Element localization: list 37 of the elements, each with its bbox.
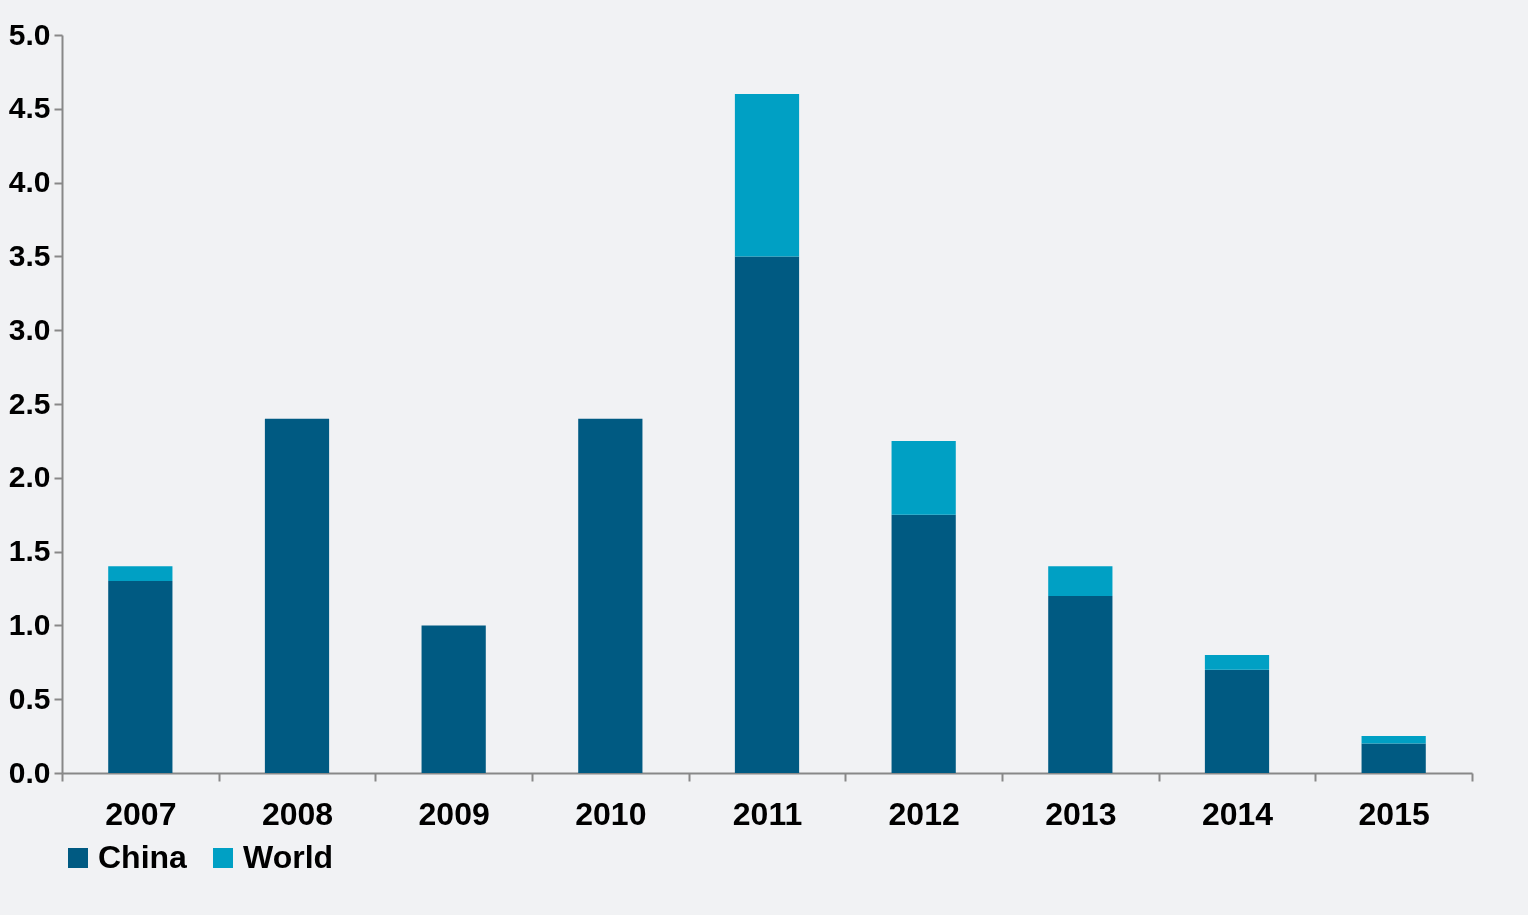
x-tick-label: 2011 xyxy=(732,795,803,832)
x-tick-label: 2015 xyxy=(1358,795,1430,832)
x-tick-label: 2013 xyxy=(1045,795,1117,832)
bar xyxy=(108,566,173,582)
x-tick-label: 2008 xyxy=(261,795,334,832)
bar xyxy=(734,256,800,773)
bar xyxy=(264,418,330,773)
bar xyxy=(108,581,173,773)
bar xyxy=(1048,595,1113,773)
legend-label: World xyxy=(243,839,334,875)
y-tick-label: 3.0 xyxy=(8,312,51,346)
y-tick-label: 4.0 xyxy=(8,165,51,199)
y-tick-label: 0.5 xyxy=(8,681,51,715)
legend-label: China xyxy=(98,839,188,875)
x-tick-label: 2007 xyxy=(105,795,177,832)
bar xyxy=(891,514,956,773)
y-tick-label: 4.5 xyxy=(8,91,51,125)
x-tick-label: 2012 xyxy=(888,795,960,832)
bar xyxy=(1361,743,1426,773)
bar xyxy=(1361,736,1426,744)
bar xyxy=(734,94,800,257)
bar xyxy=(578,418,643,773)
y-tick-label: 1.0 xyxy=(8,607,51,641)
bar xyxy=(421,625,486,773)
y-tick-label: 2.0 xyxy=(8,460,51,494)
y-tick-label: 1.5 xyxy=(8,534,51,568)
bar xyxy=(1048,566,1113,596)
bar xyxy=(1204,654,1270,670)
bar xyxy=(1204,669,1270,773)
x-tick-label: 2014 xyxy=(1201,795,1274,832)
y-tick-label: 3.5 xyxy=(8,238,51,272)
x-tick-label: 2010 xyxy=(575,795,647,832)
y-tick-label: 0.0 xyxy=(8,755,51,789)
x-tick-label: 2009 xyxy=(418,795,490,832)
y-tick-label: 5.0 xyxy=(8,17,51,51)
bar xyxy=(891,440,956,515)
y-tick-label: 2.5 xyxy=(8,386,51,420)
